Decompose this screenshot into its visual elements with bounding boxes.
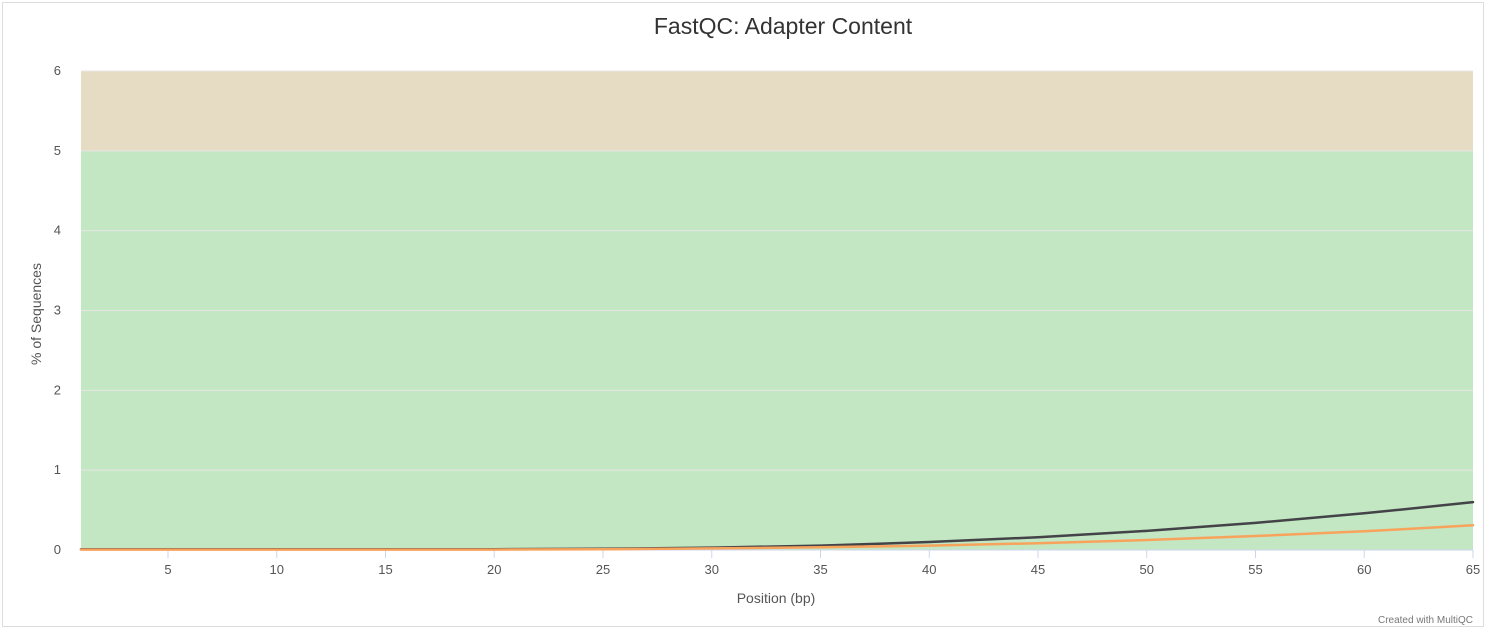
chart-title: FastQC: Adapter Content — [654, 13, 913, 39]
x-axis-ticks: 5 10 15 20 25 30 35 40 45 50 55 60 65 — [164, 550, 1480, 577]
x-tick-label-65: 65 — [1466, 562, 1480, 577]
x-tick-label-30: 30 — [705, 562, 719, 577]
x-tick-label-5: 5 — [164, 562, 171, 577]
x-tick-label-45: 45 — [1031, 562, 1045, 577]
series-line-2[interactable] — [79, 524, 1475, 551]
y-tick-label-5: 5 — [54, 143, 61, 158]
y-tick-label-0: 0 — [54, 542, 61, 557]
x-tick-label-55: 55 — [1248, 562, 1262, 577]
x-tick-label-60: 60 — [1357, 562, 1371, 577]
y-tick-label-6: 6 — [54, 63, 61, 78]
y-axis-ticks: 0 1 2 3 4 5 6 — [54, 63, 61, 557]
x-tick-label-10: 10 — [270, 562, 284, 577]
y-tick-label-1: 1 — [54, 462, 61, 477]
x-tick-label-40: 40 — [922, 562, 936, 577]
y-axis-label: % of Sequences — [28, 263, 44, 365]
plot-band-0 — [81, 150, 1473, 551]
x-tick-label-20: 20 — [487, 562, 501, 577]
adapter-content-chart: FastQC: Adapter Content 5 10 15 20 25 30 35 40 4… — [28, 13, 1480, 626]
plot-band-1 — [81, 71, 1473, 151]
y-tick-label-2: 2 — [54, 382, 61, 397]
y-tick-label-4: 4 — [54, 223, 61, 238]
x-axis-label: Position (bp) — [737, 590, 816, 606]
x-tick-label-15: 15 — [378, 562, 392, 577]
x-tick-label-50: 50 — [1140, 562, 1154, 577]
data-series — [79, 500, 1475, 551]
y-tick-label-3: 3 — [54, 303, 61, 318]
plot-bands — [81, 71, 1473, 551]
x-tick-label-25: 25 — [596, 562, 610, 577]
x-tick-label-35: 35 — [813, 562, 827, 577]
credit-text[interactable]: Created with MultiQC — [1378, 615, 1473, 626]
